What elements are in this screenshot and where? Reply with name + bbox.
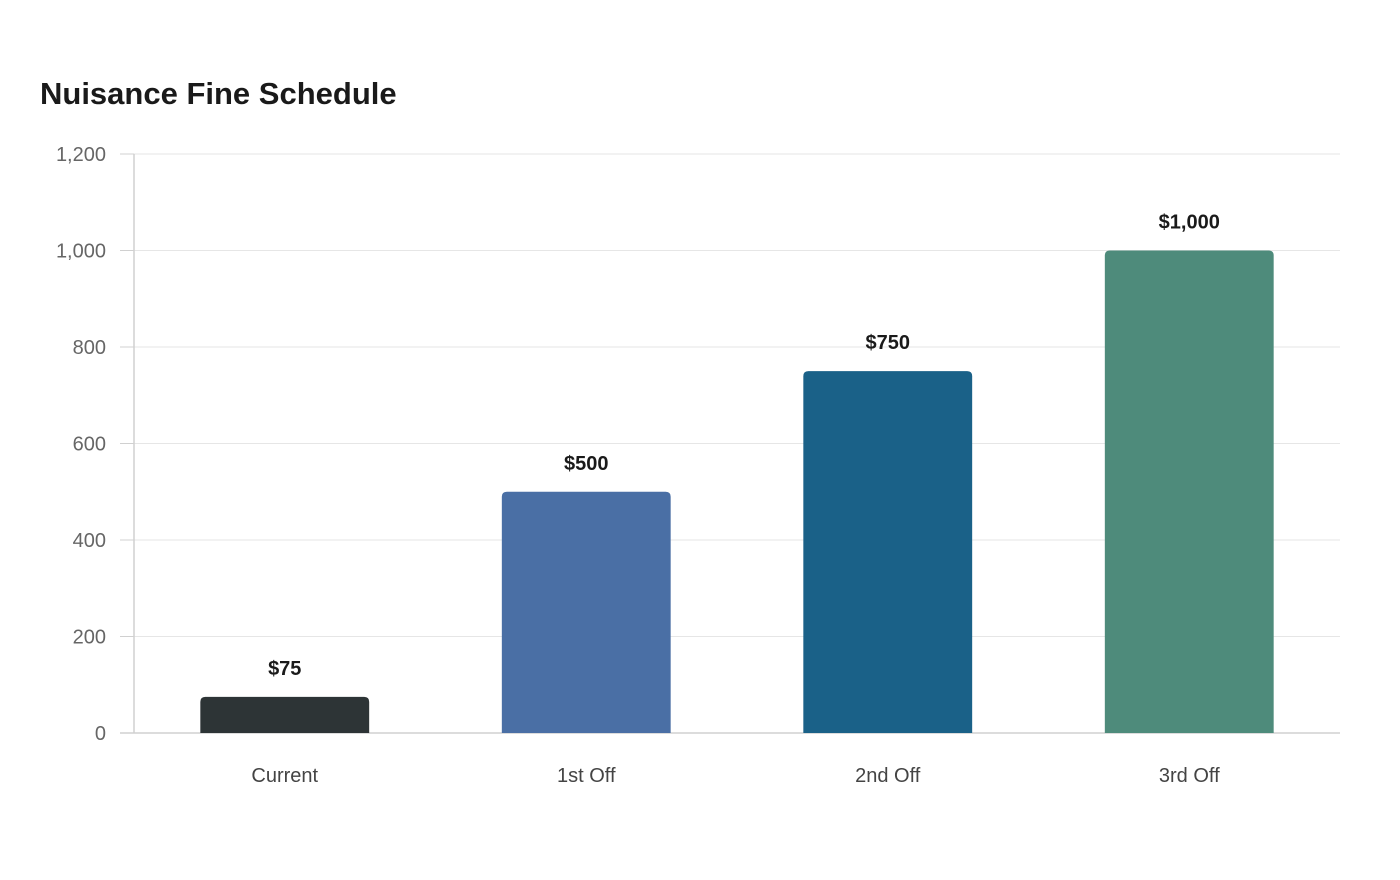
- gridlines: [134, 153, 1340, 637]
- bar: [803, 371, 973, 733]
- y-tick-label: 200: [73, 627, 106, 649]
- bar: [1104, 250, 1274, 733]
- data-label: $75: [268, 658, 301, 680]
- bar: [501, 491, 671, 733]
- labels: 0 200 400 600 800 1,000 1,200 $75 Current $500 1st…: [56, 144, 1220, 787]
- bar: [200, 696, 370, 733]
- y-tick-label: 1,000: [56, 241, 106, 263]
- chart-title: Nuisance Fine Schedule: [40, 76, 397, 111]
- x-tick-label: 3rd Off: [1159, 765, 1220, 787]
- y-tick-label: 0: [95, 723, 106, 745]
- data-label: $500: [564, 453, 609, 475]
- y-tick-label: 400: [73, 530, 106, 552]
- x-tick-label: Current: [251, 765, 318, 787]
- data-label: $1,000: [1159, 212, 1220, 234]
- x-tick-label: 2nd Off: [855, 765, 921, 787]
- y-tick-label: 800: [73, 337, 106, 359]
- y-tick-label: 600: [73, 434, 106, 456]
- data-label: $750: [866, 332, 911, 354]
- bars: [200, 250, 1274, 733]
- x-tick-label: 1st Off: [557, 765, 616, 787]
- y-tick-label: 1,200: [56, 144, 106, 166]
